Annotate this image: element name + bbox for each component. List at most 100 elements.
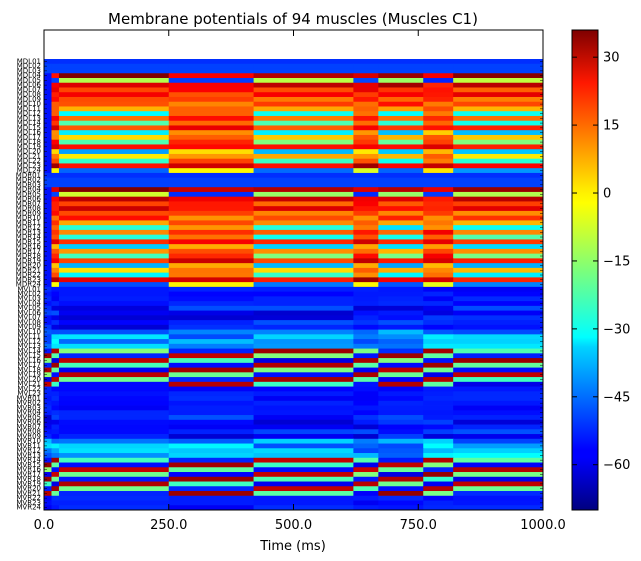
heatmap-cell (58, 443, 170, 449)
heatmap-cell (423, 153, 454, 160)
heatmap-cell (353, 101, 379, 107)
heatmap-cell (58, 372, 170, 378)
heatmap-cell (58, 248, 170, 255)
heatmap-cell (353, 305, 379, 312)
heatmap-cell (423, 267, 454, 274)
heatmap-cell (353, 244, 379, 250)
heatmap-cell (453, 329, 543, 335)
heatmap-cell (423, 396, 454, 402)
heatmap-cell (168, 220, 255, 226)
heatmap-cell (378, 248, 424, 255)
heatmap-cell (453, 191, 543, 198)
heatmap-cell (453, 372, 543, 378)
heatmap-cell (51, 139, 60, 145)
heatmap-cell (51, 310, 60, 316)
heatmap-cell (44, 343, 53, 349)
heatmap-cell (453, 187, 543, 193)
heatmap-cell (353, 358, 379, 364)
heatmap-cell (51, 96, 60, 103)
heatmap-cell (453, 472, 543, 478)
y-tick-label: MVL17 (17, 361, 41, 369)
heatmap-cell (353, 225, 379, 231)
heatmap-cell (453, 367, 543, 373)
heatmap-cell (58, 225, 170, 231)
heatmap-cell (58, 177, 170, 183)
heatmap-cell (453, 315, 543, 321)
heatmap-cell (168, 125, 255, 131)
heatmap-cell (353, 82, 379, 88)
heatmap-cell (353, 182, 379, 188)
y-tick-label: MDL01 (17, 57, 41, 65)
heatmap-cell (58, 130, 170, 136)
heatmap-cell (253, 377, 354, 383)
heatmap-cell (378, 229, 424, 236)
heatmap-cell (253, 267, 354, 274)
heatmap-cell (44, 362, 53, 368)
heatmap-cell (58, 391, 170, 397)
heatmap-cell (58, 296, 170, 302)
x-ticks: 0.0 250.0 500.0 750.0 1000.0 (34, 30, 566, 533)
heatmap-cell (453, 424, 543, 430)
heatmap-cell (51, 372, 60, 378)
heatmap-cell (253, 229, 354, 236)
y-tick-label: MVR09 (16, 432, 41, 440)
heatmap-cell (453, 153, 543, 160)
heatmap-cell (51, 201, 60, 207)
heatmap-cell (453, 305, 543, 312)
heatmap-cell (378, 296, 424, 302)
heatmap-cell (168, 196, 255, 202)
heatmap-cell (44, 153, 53, 160)
heatmap-cell (253, 472, 354, 478)
heatmap-cell (378, 419, 424, 425)
heatmap-cell (51, 130, 60, 136)
heatmap-cell (423, 77, 454, 84)
heatmap-cell (423, 63, 454, 69)
y-tick-label: MVR15 (16, 461, 41, 469)
heatmap-cell (453, 396, 543, 402)
heatmap-cell (58, 386, 170, 392)
heatmap-cell (51, 396, 60, 402)
heatmap-cell (58, 277, 170, 283)
heatmap-cell (58, 400, 170, 406)
heatmap-cell (168, 101, 255, 107)
y-tick-label: MDR18 (16, 252, 41, 260)
heatmap-cell (378, 272, 424, 278)
heatmap-cell (378, 424, 424, 430)
heatmap-cell (51, 63, 60, 69)
heatmap-cell (453, 467, 543, 473)
heatmap-cell (423, 68, 454, 74)
heatmap-cell (168, 253, 255, 259)
heatmap-cell (44, 320, 53, 326)
heatmap-cell (353, 92, 379, 98)
heatmap-cell (423, 343, 454, 349)
heatmap-cell (58, 234, 170, 240)
heatmap-cell (253, 419, 354, 425)
heatmap-cell (423, 301, 454, 307)
y-tick-label: MVL06 (17, 309, 41, 317)
heatmap-cell (453, 448, 543, 454)
y-tick-label: MDR11 (16, 219, 41, 227)
heatmap-cell (353, 196, 379, 202)
y-tick-label: MDL23 (17, 162, 41, 170)
heatmap-cell (423, 500, 454, 506)
heatmap-cell (58, 206, 170, 212)
heatmap-cell (353, 206, 379, 212)
heatmap-cell (423, 253, 454, 259)
heatmap-cell (453, 310, 543, 316)
heatmap-cell (378, 362, 424, 368)
heatmap-cell (378, 239, 424, 245)
heatmap-cell (51, 115, 60, 122)
heatmap-cell (44, 239, 53, 245)
heatmap-cell (423, 225, 454, 231)
heatmap-cell (58, 476, 170, 482)
heatmap-cell (353, 201, 379, 207)
heatmap-cell (423, 339, 454, 345)
heatmap-cell (168, 172, 255, 179)
heatmap-cell (58, 348, 170, 354)
heatmap-cell (253, 272, 354, 278)
y-tick-label: MVR24 (16, 504, 41, 512)
heatmap-cell (253, 82, 354, 88)
heatmap-cell (168, 149, 255, 155)
heatmap-cell (51, 206, 60, 212)
y-tick-label: MVR20 (16, 485, 41, 493)
